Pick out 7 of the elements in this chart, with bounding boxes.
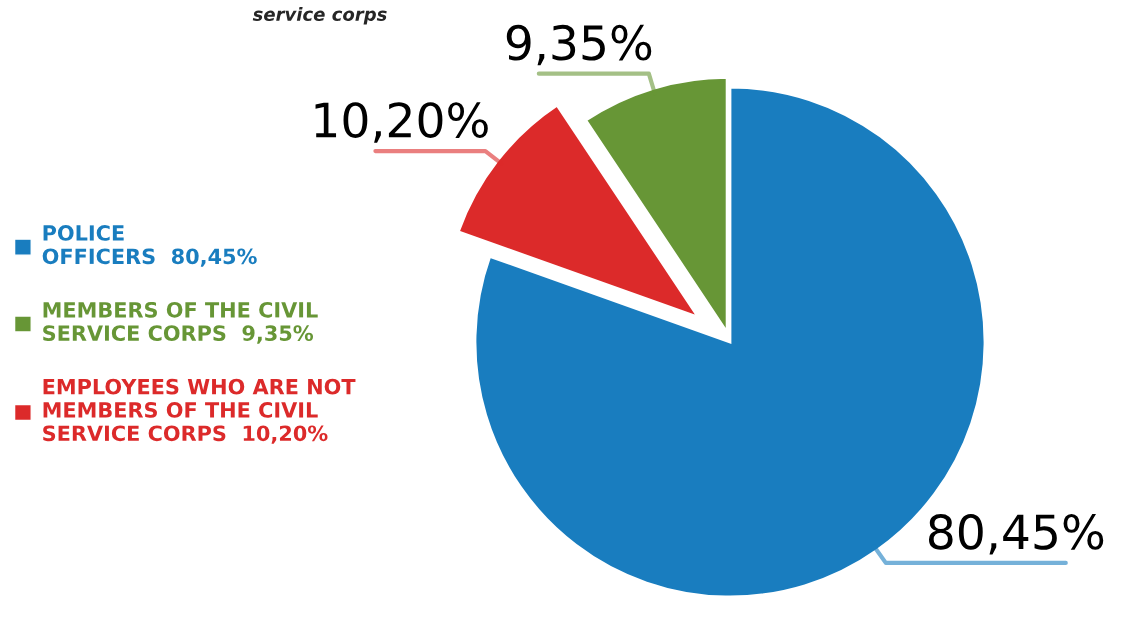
data-label: 10,20% bbox=[315, 102, 488, 143]
data-label: 80,45% bbox=[928, 514, 1104, 555]
data-label: 9,35% bbox=[506, 24, 652, 66]
legend-label: MEMBERS OF THE CIVIL SERVICE CORPS 9,35% bbox=[43, 301, 318, 344]
legend-label: POLICE OFFICERS 80,45% bbox=[42, 225, 257, 267]
legend-label: EMPLOYEES WHO ARE NOT MEMBERS OF THE CIVIL SERVICE CORPS 10,20% bbox=[43, 378, 356, 444]
chart-title: service corps bbox=[252, 7, 387, 25]
